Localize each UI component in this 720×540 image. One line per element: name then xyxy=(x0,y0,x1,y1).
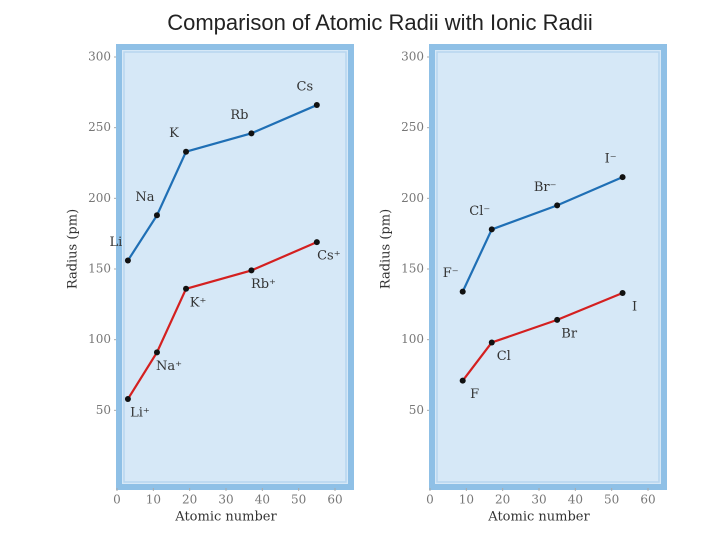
x-axis-label: Atomic number xyxy=(487,510,590,525)
panel xyxy=(429,44,667,490)
y-axis-label: Radius (pm) xyxy=(379,209,394,289)
y-tick-label: 200 xyxy=(401,191,424,205)
y-tick-label: 100 xyxy=(401,332,424,346)
y-tick-label: 50 xyxy=(96,403,111,417)
point-label: Cs xyxy=(297,80,314,95)
data-point xyxy=(619,174,626,181)
y-tick-label: 300 xyxy=(401,50,424,64)
y-axis-label: Radius (pm) xyxy=(66,209,81,289)
x-tick-label: 50 xyxy=(604,493,619,507)
point-label: Na xyxy=(135,190,154,205)
x-tick-label: 20 xyxy=(182,493,197,507)
y-tick-label: 150 xyxy=(88,262,111,276)
point-label: Na⁺ xyxy=(156,359,182,374)
x-tick-label: 40 xyxy=(568,493,583,507)
data-point xyxy=(313,239,320,246)
y-tick-label: 250 xyxy=(88,120,111,134)
point-label: Cl xyxy=(497,349,511,364)
point-label: F xyxy=(470,387,479,402)
point-label: Rb xyxy=(230,108,248,123)
slide-title: Comparison of Atomic Radii with Ionic Ra… xyxy=(167,10,593,35)
data-point xyxy=(459,288,466,295)
point-label: Br⁻ xyxy=(534,180,557,195)
data-point xyxy=(153,349,160,356)
point-label: Rb⁺ xyxy=(251,277,276,292)
data-point xyxy=(459,377,466,384)
x-tick-label: 20 xyxy=(495,493,510,507)
point-label: Li⁺ xyxy=(130,406,150,421)
y-tick-label: 50 xyxy=(409,403,424,417)
panel-inner-border xyxy=(436,51,660,483)
data-point xyxy=(248,267,255,274)
data-point xyxy=(619,290,626,297)
data-point xyxy=(313,102,320,109)
point-label: K⁺ xyxy=(190,295,207,310)
point-label: Cl⁻ xyxy=(469,204,490,219)
data-point xyxy=(488,339,495,346)
x-tick-label: 60 xyxy=(640,493,655,507)
panel-inner-border xyxy=(123,51,347,483)
data-point xyxy=(554,316,561,323)
x-tick-label: 0 xyxy=(113,493,121,507)
data-point xyxy=(153,212,160,219)
point-label: Li xyxy=(110,235,123,250)
y-tick-label: 300 xyxy=(88,50,111,64)
x-tick-label: 0 xyxy=(426,493,434,507)
point-label: Br xyxy=(561,326,578,341)
point-label: I xyxy=(632,300,637,315)
y-tick-label: 250 xyxy=(401,120,424,134)
y-tick-label: 200 xyxy=(88,191,111,205)
y-tick-label: 150 xyxy=(401,262,424,276)
data-point xyxy=(248,130,255,137)
x-tick-label: 30 xyxy=(531,493,546,507)
x-tick-label: 10 xyxy=(146,493,161,507)
data-point xyxy=(554,202,561,209)
y-tick-label: 100 xyxy=(88,332,111,346)
data-point xyxy=(124,257,131,264)
point-label: F⁻ xyxy=(443,266,459,281)
data-point xyxy=(183,148,190,155)
point-label: I⁻ xyxy=(605,152,617,167)
point-label: Cs⁺ xyxy=(317,249,340,264)
x-axis-label: Atomic number xyxy=(174,510,277,525)
x-tick-label: 60 xyxy=(327,493,342,507)
x-tick-label: 30 xyxy=(218,493,233,507)
data-point xyxy=(488,226,495,233)
point-label: K xyxy=(169,126,179,141)
series-line xyxy=(461,176,624,293)
x-tick-label: 40 xyxy=(255,493,270,507)
data-point xyxy=(183,285,190,292)
x-tick-label: 50 xyxy=(291,493,306,507)
x-tick-label: 10 xyxy=(459,493,474,507)
series-line xyxy=(461,292,623,382)
panel xyxy=(116,44,354,490)
data-point xyxy=(124,396,131,403)
